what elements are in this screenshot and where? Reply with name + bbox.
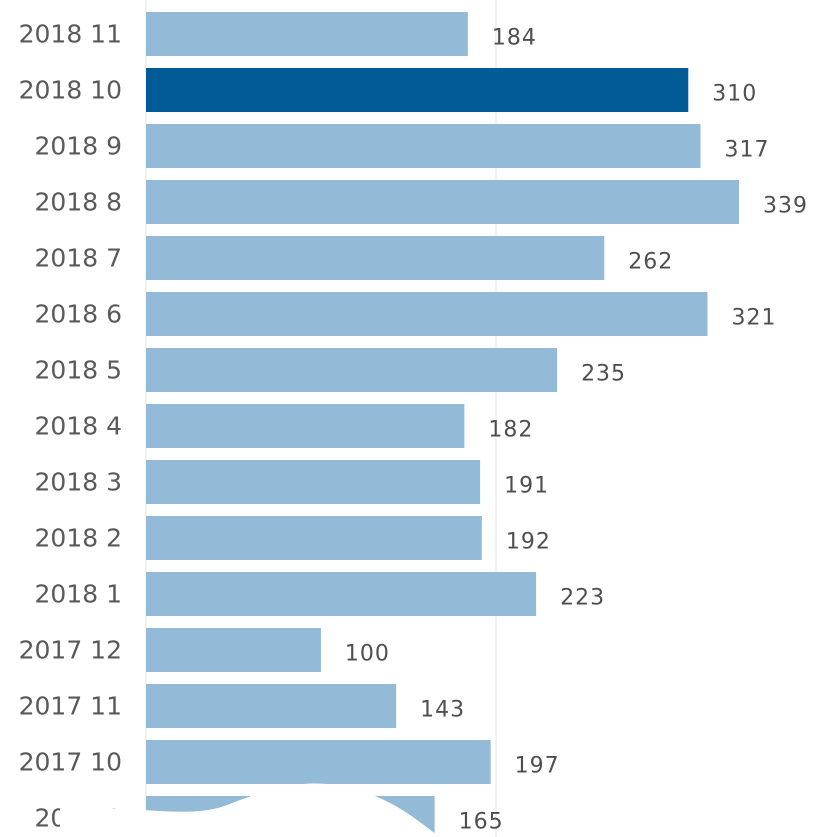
data-label: 182 [488,418,533,443]
bar [146,404,465,448]
category-tick-label: 2018 10 [19,76,122,105]
bars-layer [146,12,739,837]
bar [146,740,491,784]
category-tick-label: 2018 5 [35,356,122,385]
bar [146,124,701,168]
bar [146,180,739,224]
category-tick-label: 2018 1 [35,580,122,609]
bar [146,12,468,56]
data-label: 143 [420,698,465,723]
bar [146,572,537,616]
category-tick-label: 2018 3 [35,468,122,497]
category-tick-label: 2018 9 [35,132,122,161]
bar [146,236,605,280]
data-label: 197 [515,754,560,779]
data-label: 223 [560,586,605,611]
data-label: 191 [504,474,549,499]
bar [146,628,321,672]
bar [146,516,482,560]
category-tick-label: 2018 4 [35,412,122,441]
overlay-shape [60,783,440,837]
category-tick-label: 2018 8 [35,188,122,217]
data-label: 165 [459,810,504,835]
category-tick-label: 2018 6 [35,300,122,329]
bar [146,460,481,504]
data-label: 262 [628,250,673,275]
category-tick-label: 2017 12 [19,636,122,665]
data-label: 235 [581,362,626,387]
bar [146,68,689,112]
data-label: 184 [492,26,537,51]
bar [146,348,558,392]
data-label: 310 [712,82,757,107]
category-tick-label: 2017 11 [19,692,122,721]
category-tick-label: 2018 11 [19,20,122,49]
data-label: 100 [345,642,390,667]
bar [146,684,397,728]
category-tick-label: 2018 7 [35,244,122,273]
bar [146,292,708,336]
category-tick-label: 2018 2 [35,524,122,553]
data-label: 317 [725,138,770,163]
data-label: 192 [506,530,551,555]
category-tick-label: 2017 10 [19,748,122,777]
data-label: 321 [732,306,777,331]
data-label: 339 [763,194,808,219]
